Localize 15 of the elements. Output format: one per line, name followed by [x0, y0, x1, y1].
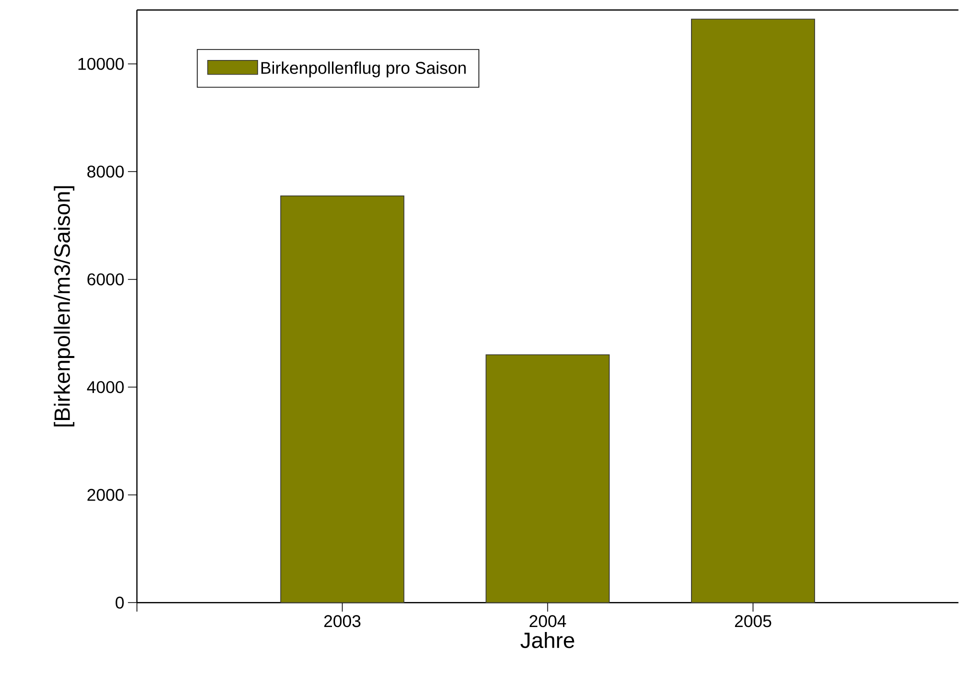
- bar: [486, 354, 610, 604]
- y-axis-title: [Birkenpollen/m3/Saison]: [54, 186, 74, 427]
- y-tick-label: 10000: [78, 58, 124, 70]
- x-tick-label: 2004: [530, 615, 566, 628]
- y-tick-label: 2000: [87, 489, 124, 502]
- legend-label: Birkenpollenflug pro Saison: [261, 62, 466, 78]
- y-tick-label: 4000: [87, 381, 124, 394]
- x-axis-title: Jahre: [520, 632, 574, 648]
- bar: [280, 196, 404, 604]
- bar: [691, 18, 816, 604]
- x-tick-label: 2003: [324, 615, 360, 628]
- y-tick-label: 0: [116, 596, 124, 609]
- y-tick-label: 6000: [87, 274, 124, 286]
- y-tick-label: 8000: [87, 166, 124, 178]
- x-tick-label: 2005: [734, 615, 772, 628]
